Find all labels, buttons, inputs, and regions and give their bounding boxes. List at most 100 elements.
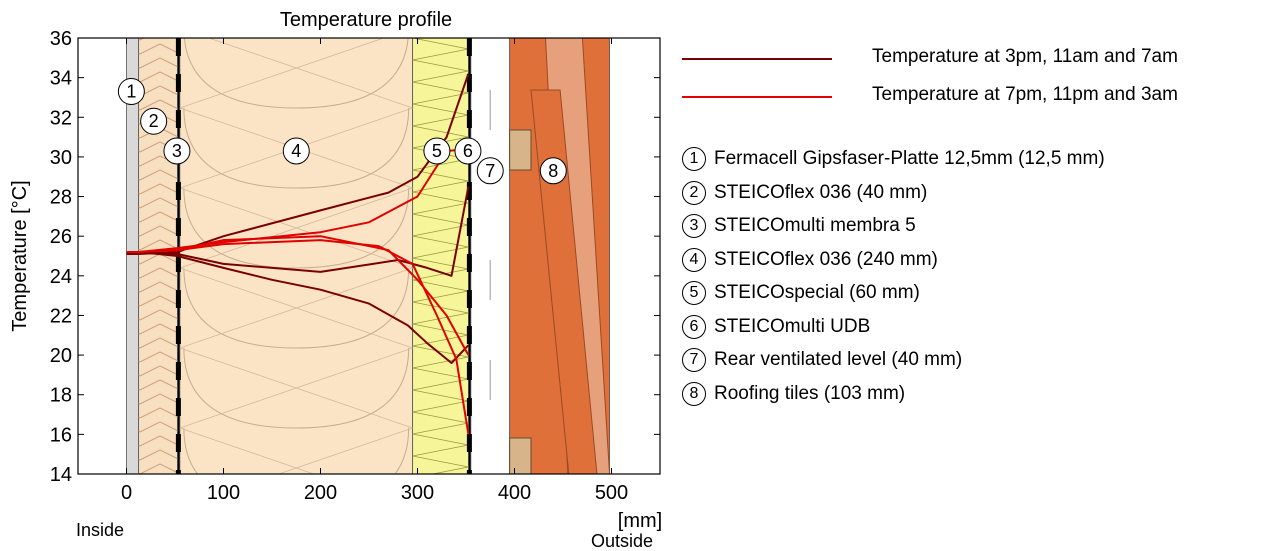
layer-list-number: 6 (682, 314, 706, 339)
layer-list-label: Fermacell Gipsfaser-Platte 12,5mm (12,5 … (714, 148, 1105, 169)
legend-line-red (682, 96, 832, 98)
x-tick-label: 300 (401, 482, 434, 504)
layer-list-number: 8 (682, 381, 706, 406)
membrane-segment (466, 434, 472, 452)
layer-list-label: STEICOflex 036 (40 mm) (714, 181, 928, 203)
membrane-segment (466, 290, 472, 308)
membrane-segment (466, 38, 472, 56)
layer-list-item-2: 2 STEICOflex 036 (40 mm) (682, 180, 928, 211)
layer-list-label: STEICOspecial (60 mm) (714, 282, 920, 303)
insulation-texture (412, 59, 469, 83)
layer-marker-2 (140, 107, 168, 135)
legend-label-dark: Temperature at 3pm, 11am and 7am (872, 46, 1178, 67)
layer-list-number: 2 (682, 180, 706, 205)
membrane-segment (175, 110, 181, 128)
layer-decoration (138, 38, 611, 474)
membrane-segment (466, 470, 472, 474)
layer-list-label: STEICOmulti UDB (714, 315, 871, 337)
insulation-diagonal (277, 427, 413, 474)
membrane-segment (175, 470, 181, 474)
membrane-segment (175, 290, 181, 308)
y-tick-label: 30 (50, 147, 72, 169)
insulation-curve (183, 38, 409, 109)
layer-list-item-6: 6 STEICOmulti UDB (682, 314, 871, 345)
x-tick-label: 400 (498, 482, 531, 504)
membrane-segment (175, 434, 181, 452)
layer-4 (179, 38, 414, 474)
series-line-6 (126, 235, 470, 356)
layer-list-number: 5 (682, 281, 706, 305)
insulation-diagonal (179, 187, 413, 269)
layer-list-label: Roofing tiles (103 mm) (714, 382, 906, 404)
membrane-segment (466, 254, 472, 272)
y-tick-label: 22 (50, 305, 72, 327)
membrane-segment (175, 254, 181, 272)
layer-markers: 123 4 5 67 8 (117, 78, 567, 185)
layer-list-item-8: 8 Roofing tiles (103 mm) (682, 381, 906, 412)
y-tick-label: 18 (50, 385, 72, 407)
layer-list-number: 4 (682, 247, 706, 272)
membrane-segment (466, 398, 472, 416)
insulation-diagonal (179, 38, 385, 109)
layer-marker-4 (282, 137, 310, 165)
membrane-segment (175, 74, 181, 92)
x-tick-label: 500 (595, 482, 628, 504)
layer-marker-label: 2 (149, 111, 159, 131)
layer-marker-label: 1 (126, 82, 136, 102)
y-tick-label: 36 (50, 28, 72, 50)
membrane-segment (175, 326, 181, 344)
batten (509, 129, 532, 171)
layer-marker-label: 6 (463, 141, 473, 161)
y-tick-label: 16 (50, 424, 72, 446)
layer-list-item-3: 3 STEICOmulti membra 5 (682, 214, 916, 244)
membrane-segment (175, 218, 181, 236)
insulation-diagonal (179, 267, 413, 349)
membrane-segment (466, 326, 472, 344)
layer-list-number: 3 (682, 214, 706, 238)
membrane-segment (466, 110, 472, 128)
layer-list-label: Rear ventilated level (40 mm) (714, 349, 963, 370)
chart-title: Temperature profile (280, 9, 452, 31)
y-tick-label: 34 (50, 68, 72, 90)
y-tick-label: 26 (50, 226, 72, 248)
layer-marker-6 (454, 137, 482, 165)
legend-label-red: Temperature at 7pm, 11pm and 3am (872, 84, 1178, 105)
insulation-texture (412, 455, 469, 474)
layer-list-label: STEICOflex 036 (240 mm) (714, 248, 938, 270)
layer-list-item-5: 5 STEICOspecial (60 mm) (682, 281, 920, 311)
layer-marker-3 (163, 137, 191, 165)
layer-marker-label: 8 (548, 161, 558, 181)
insulation-texture (412, 345, 469, 369)
y-tick-label: 32 (50, 107, 72, 129)
plot-frame (77, 37, 661, 475)
layer-list-label: STEICOmulti membra 5 (714, 215, 916, 236)
layer-list-number: 1 (682, 147, 706, 171)
layer-marker-1 (117, 78, 145, 106)
insulation-curve (183, 427, 410, 474)
layer-list-number: 7 (682, 348, 706, 372)
x-tick-label: 100 (207, 482, 240, 504)
layer-list-item-1: 1 Fermacell Gipsfaser-Platte 12,5mm (12,5… (682, 147, 1105, 177)
membrane-segment (466, 362, 472, 380)
membrane-segment (466, 74, 472, 92)
insulation-curve (183, 107, 410, 189)
x-axis: 0 100 200 300 400 500 (121, 38, 628, 504)
layer-marker-7 (476, 157, 504, 185)
insulation-diagonal (179, 347, 413, 429)
layer-marker-5 (423, 137, 451, 165)
x-right-label: Outside (591, 531, 653, 551)
insulation-curve (183, 267, 410, 349)
layer-list-item-7: 7 Rear ventilated level (40 mm) (682, 348, 962, 378)
layer-marker-label: 3 (172, 141, 182, 161)
temperature-profile-chart: Temperature profile 123 4 5 67 8 14161820222… (9, 9, 662, 551)
x-tick-label: 0 (121, 482, 132, 504)
insulation-curve (183, 347, 410, 429)
layer-marker-label: 5 (432, 141, 442, 161)
membrane-segment (175, 362, 181, 380)
membrane-segment (466, 182, 472, 200)
x-axis-label: [mm] (618, 510, 662, 532)
insulation-texture (412, 235, 469, 259)
series-line-3 (126, 251, 470, 364)
y-tick-label: 14 (50, 464, 72, 486)
